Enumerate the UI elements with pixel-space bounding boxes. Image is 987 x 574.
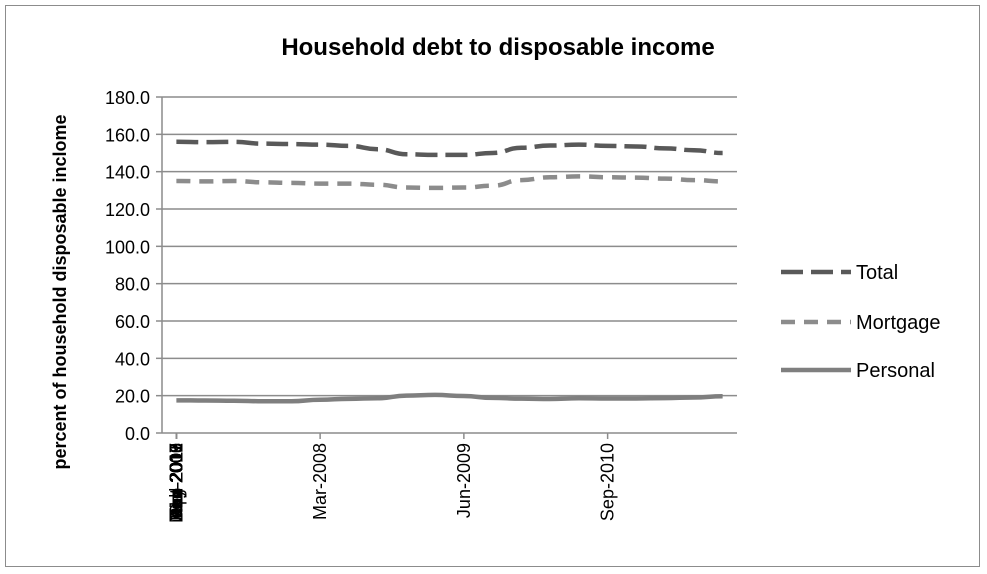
gridlines: [162, 96, 737, 397]
legend-label-mortgage: Mortgage: [856, 312, 941, 334]
series-lines: [176, 139, 723, 404]
y-tick-label: 60.0: [115, 312, 150, 332]
x-tick-label: Jan-2009: [166, 443, 186, 518]
x-tick-label: Sep-2010: [598, 443, 618, 521]
y-tick-label: 140.0: [105, 163, 150, 183]
x-tick-label: Dec-2006: [166, 443, 186, 521]
x-tick-label: Apr-2010: [166, 443, 186, 517]
series-line-personal: [176, 392, 723, 404]
y-tick-label: 0.0: [125, 424, 150, 444]
y-tick-label: 120.0: [105, 200, 150, 220]
x-tick-label: Mar-2008: [310, 443, 330, 520]
x-tick-label: May-2007: [166, 443, 186, 523]
y-tick-label: 160.0: [105, 125, 150, 145]
legend: Total Mortgage Personal: [781, 262, 941, 382]
chart-frame: [5, 5, 980, 567]
x-tick-label: Nov-2009: [166, 443, 186, 521]
x-tick-label: Jun-2009: [454, 443, 474, 518]
legend-label-personal: Personal: [856, 360, 935, 382]
series-line-total: [176, 139, 723, 158]
axes: [156, 96, 737, 439]
x-tick-label: Jul-2011: [166, 443, 186, 511]
legend-label-total: Total: [856, 262, 898, 284]
x-tick-label: Oct-2007: [166, 443, 186, 517]
x-tick-label: Aug-2008: [166, 443, 186, 521]
y-tick-label: 180.0: [105, 88, 150, 108]
chart-title: Household debt to disposable income: [281, 34, 714, 61]
y-axis-label: percent of household disposable inclome: [50, 114, 70, 469]
x-tick-label: Feb-2011: [166, 443, 186, 519]
y-tick-label: 40.0: [115, 349, 150, 369]
y-tick-label: 100.0: [105, 237, 150, 257]
y-tick-label: 20.0: [115, 387, 150, 407]
y-tick-labels: 0.0 20.0 40.0 60.0 80.0 100.0 120.0 140.0 160.0 1…: [105, 88, 150, 444]
series-line-mortgage: [176, 174, 723, 191]
y-tick-label: 80.0: [115, 275, 150, 295]
